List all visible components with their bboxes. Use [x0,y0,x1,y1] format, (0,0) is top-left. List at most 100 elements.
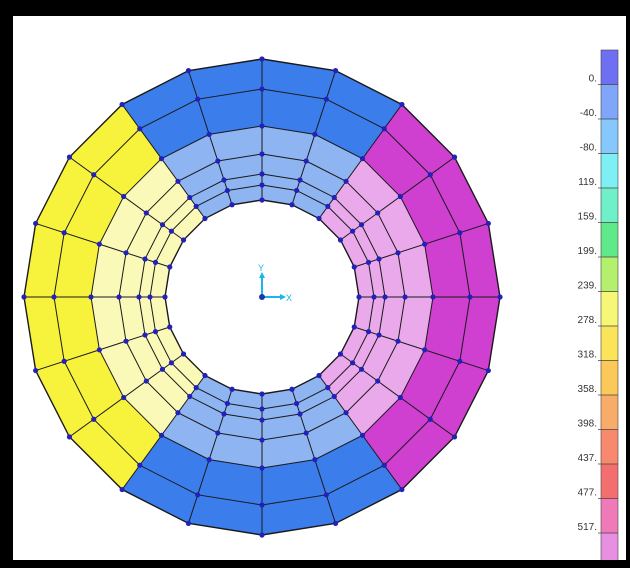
mesh-node[interactable] [356,294,362,300]
mesh-node[interactable] [376,256,382,262]
mesh-cell[interactable] [64,174,124,245]
mesh-node[interactable] [351,324,357,330]
mesh-cell[interactable] [171,206,205,240]
mesh-cell[interactable] [162,197,197,232]
mesh-cell[interactable] [146,181,190,225]
mesh-node[interactable] [399,486,405,493]
mesh-node[interactable] [397,394,403,401]
mesh-node[interactable] [221,177,227,183]
mesh-node[interactable] [187,393,193,400]
mesh-node[interactable] [66,154,73,160]
mesh-node[interactable] [185,520,192,526]
mesh-cell[interactable] [400,174,460,245]
mesh-cell[interactable] [340,326,369,363]
mesh-cell[interactable] [400,349,460,420]
mesh-node[interactable] [323,492,329,498]
mesh-cell[interactable] [150,297,170,332]
mesh-cell[interactable] [54,232,100,297]
mesh-node[interactable] [88,294,94,300]
mesh-node[interactable] [259,532,265,538]
mesh-node[interactable] [229,202,235,208]
mesh-cell[interactable] [352,331,379,370]
mesh-node[interactable] [350,228,356,234]
mesh-cell[interactable] [327,197,362,232]
mesh-node[interactable] [399,101,405,108]
mesh-node[interactable] [162,294,168,300]
mesh-node[interactable] [206,457,212,463]
mesh-node[interactable] [259,391,265,397]
mesh-cell[interactable] [354,297,374,332]
mesh-node[interactable] [331,393,337,400]
mesh-node[interactable] [332,520,339,526]
mesh-node[interactable] [457,230,463,236]
mesh-cell[interactable] [327,362,362,397]
mesh-node[interactable] [365,329,372,335]
mesh-node[interactable] [195,96,201,102]
mesh-node[interactable] [297,177,303,183]
mesh-node[interactable] [312,131,318,137]
mesh-node[interactable] [91,172,97,178]
mesh-node[interactable] [259,465,265,471]
mesh-cell[interactable] [334,181,378,225]
mesh-node[interactable] [61,358,67,364]
mesh-cell[interactable] [217,154,262,181]
mesh-cell[interactable] [319,354,353,388]
mesh-node[interactable] [451,154,458,160]
mesh-cell[interactable] [125,335,163,382]
mesh-node[interactable] [427,416,433,422]
mesh-cell[interactable] [24,223,65,297]
mesh-cell[interactable] [139,435,210,495]
mesh-cell[interactable] [150,262,170,297]
mesh-node[interactable] [343,178,349,184]
mesh-node[interactable] [116,294,122,300]
mesh-node[interactable] [180,237,187,243]
mesh-cell[interactable] [346,381,401,436]
mesh-cell[interactable] [122,465,198,524]
mesh-node[interactable] [180,351,187,357]
mesh-cell[interactable] [352,224,379,263]
mesh-cell[interactable] [424,232,470,297]
mesh-node[interactable] [376,332,382,338]
mesh-cell[interactable] [155,231,184,268]
mesh-cell[interactable] [326,70,402,129]
mesh-node[interactable] [497,294,503,300]
mesh-cell[interactable] [384,419,455,490]
mesh-cell[interactable] [125,212,163,259]
mesh-cell[interactable] [69,104,140,175]
mesh-cell[interactable] [155,326,184,363]
mesh-cell[interactable] [189,387,228,414]
mesh-cell[interactable] [189,180,228,207]
mesh-cell[interactable] [362,128,431,197]
mesh-node[interactable] [96,347,102,353]
mesh-node[interactable] [96,241,102,247]
mesh-cell[interactable] [122,70,198,129]
mesh-node[interactable] [325,385,331,391]
mesh-node[interactable] [303,430,309,436]
mesh-cell[interactable] [196,375,233,404]
mesh-node[interactable] [152,259,159,265]
mesh-node[interactable] [168,228,174,234]
mesh-cell[interactable] [262,433,315,468]
mesh-node[interactable] [343,410,349,416]
mesh-node[interactable] [402,294,408,300]
mesh-cell[interactable] [262,459,327,505]
mesh-cell[interactable] [197,89,262,135]
mesh-cell[interactable] [171,354,205,388]
mesh-node[interactable] [119,486,125,493]
mesh-cell[interactable] [378,252,405,297]
mesh-node[interactable] [259,182,265,188]
mesh-cell[interactable] [384,104,455,175]
mesh-node[interactable] [395,250,401,256]
mesh-node[interactable] [224,187,230,194]
mesh-cell[interactable] [262,389,297,409]
mesh-node[interactable] [358,222,365,228]
mesh-cell[interactable] [262,154,307,181]
mesh-cell[interactable] [459,223,500,297]
mesh-cell[interactable] [300,396,347,434]
mesh-node[interactable] [371,294,377,300]
mesh-node[interactable] [359,432,366,438]
mesh-node[interactable] [193,203,199,209]
mesh-node[interactable] [312,457,318,463]
mesh-cell[interactable] [398,297,433,350]
mesh-node[interactable] [159,366,166,372]
